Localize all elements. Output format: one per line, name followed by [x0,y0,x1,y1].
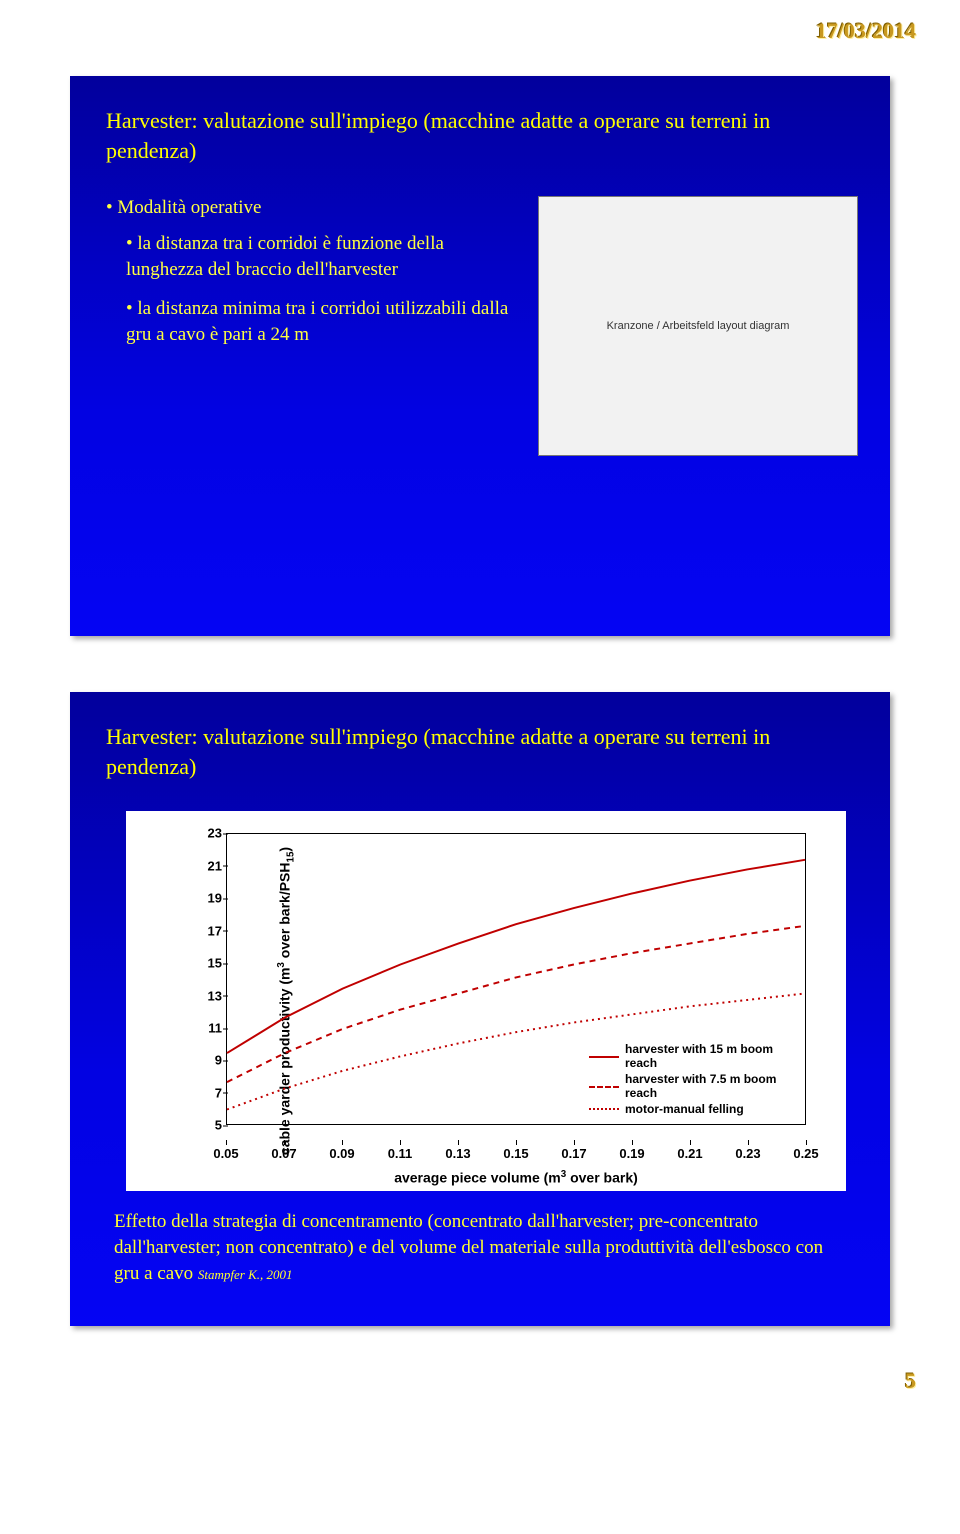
slide1-title: Harvester: valutazione sull'impiego (mac… [106,106,854,165]
xtick: 0.05 [206,1146,246,1161]
xtick: 0.09 [322,1146,362,1161]
slide2-title: Harvester: valutazione sull'impiego (mac… [106,722,854,781]
page-date: 17/03/2014 [816,18,916,44]
chart-series-line [227,860,805,1053]
xtick: 0.21 [670,1146,710,1161]
bullet-2: la distanza minima tra i corridoi utiliz… [126,296,517,347]
ytick: 15 [192,956,222,971]
ytick: 17 [192,923,222,938]
chart-xlabel: average piece volume (m3 over bark) [226,1169,806,1186]
legend-swatch-dot [589,1108,619,1110]
ytick: 7 [192,1085,222,1100]
ytick: 9 [192,1053,222,1068]
ytick: 23 [192,826,222,841]
page-number: 5 [905,1368,916,1394]
legend-label-0: harvester with 15 m boom reach [625,1043,799,1071]
legend-label-2: motor-manual felling [625,1103,744,1117]
ytick: 5 [192,1118,222,1133]
xtick: 0.13 [438,1146,478,1161]
xtick: 0.11 [380,1146,420,1161]
ytick: 13 [192,988,222,1003]
chart-legend: harvester with 15 m boom reach harvester… [589,1043,799,1118]
chart-plot-area: harvester with 15 m boom reach harvester… [226,833,806,1125]
ytick: 21 [192,858,222,873]
xtick: 0.19 [612,1146,652,1161]
slide-1: Harvester: valutazione sull'impiego (mac… [70,76,890,636]
kranzone-diagram: Kranzone / Arbeitsfeld layout diagram [538,196,858,456]
legend-swatch-solid [589,1056,619,1058]
ytick: 11 [192,1021,222,1036]
legend-label-1: harvester with 7.5 m boom reach [625,1073,799,1101]
productivity-chart: cable yarder productivity (m3 over bark/… [126,811,846,1191]
citation-ref: Stampfer K., 2001 [198,1267,293,1282]
xtick: 0.17 [554,1146,594,1161]
xtick: 0.15 [496,1146,536,1161]
bullet-1: la distanza tra i corridoi è funzione de… [126,231,517,282]
legend-swatch-dash [589,1086,619,1088]
ytick: 19 [192,891,222,906]
xtick: 0.23 [728,1146,768,1161]
slide2-citation: Effetto della strategia di concentrament… [106,1209,854,1286]
diagram-caption: Kranzone / Arbeitsfeld layout diagram [607,320,790,332]
section-heading: Modalità operative [106,195,517,221]
slide1-bullets: Modalità operative la distanza tra i cor… [106,195,517,347]
slide-2: Harvester: valutazione sull'impiego (mac… [70,692,890,1326]
xtick: 0.07 [264,1146,304,1161]
xtick: 0.25 [786,1146,826,1161]
